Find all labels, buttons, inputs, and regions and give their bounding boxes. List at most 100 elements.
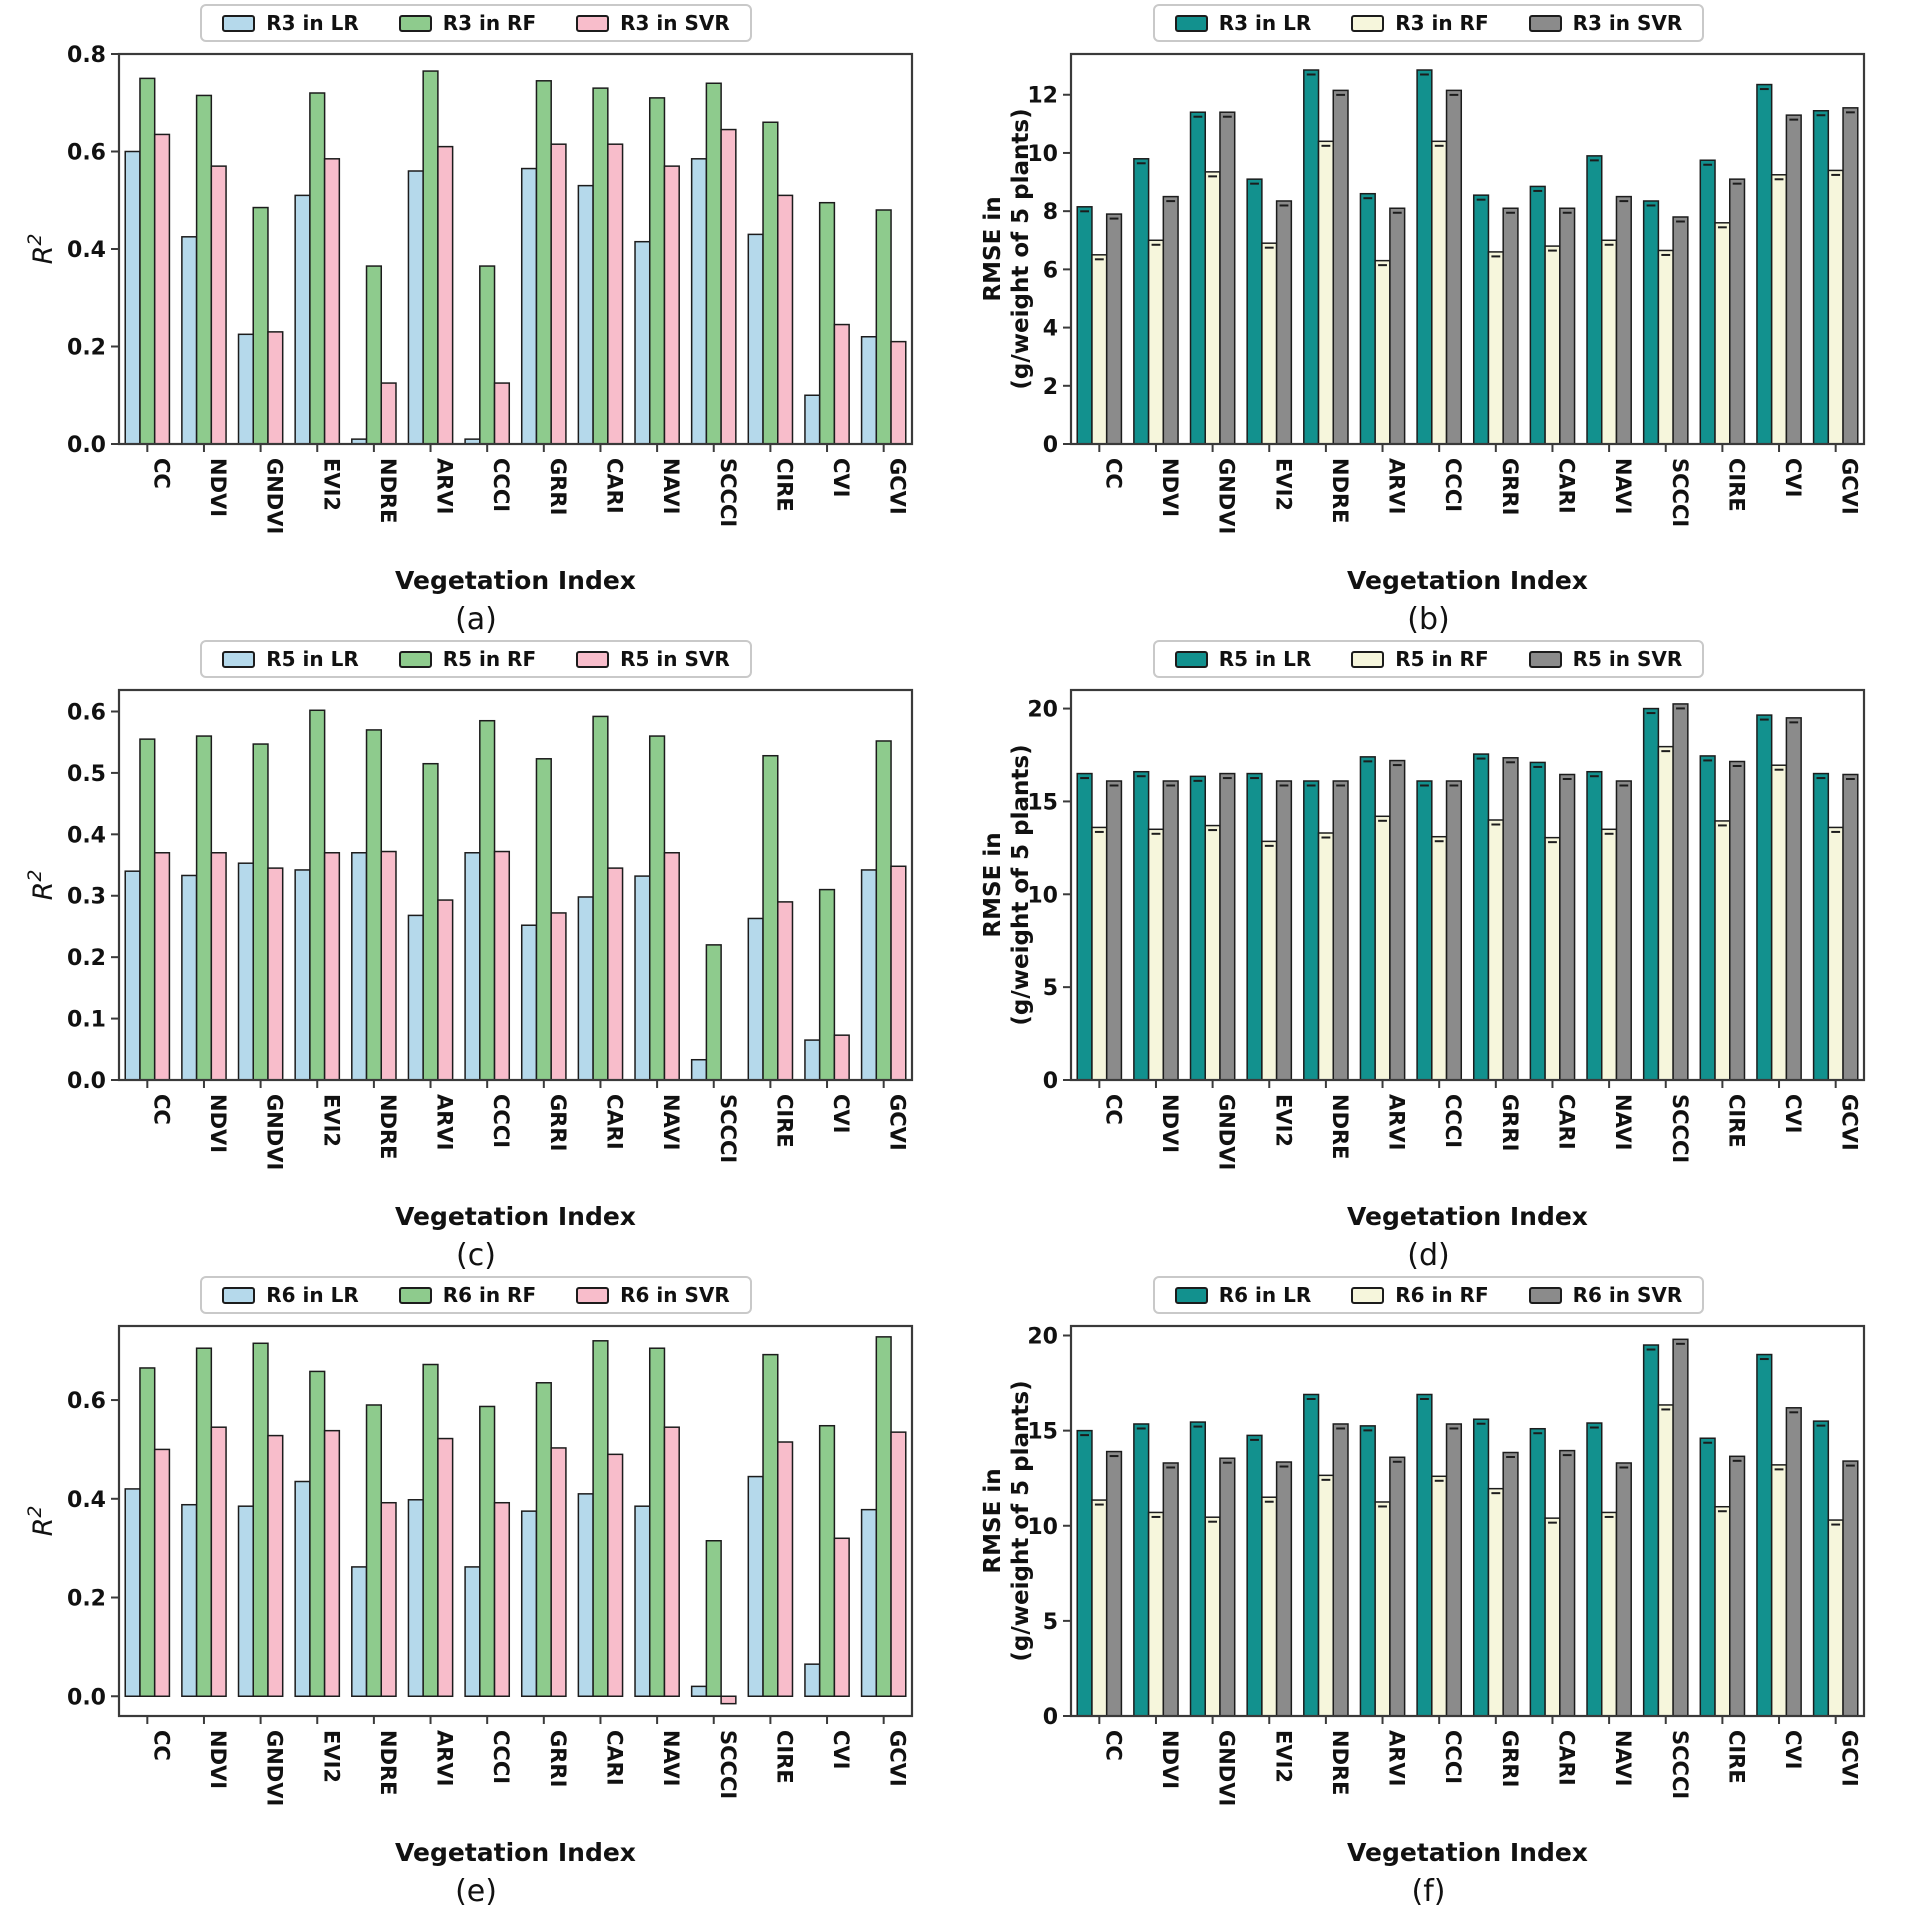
- x-tick-label: CC: [149, 1094, 173, 1125]
- bar: [577, 896, 594, 1081]
- y-tick-label: 10: [1027, 142, 1058, 167]
- legend-swatch: [1351, 14, 1385, 32]
- x-tick-label: GRRI: [545, 1094, 569, 1151]
- y-tick-label: 0: [1043, 433, 1058, 458]
- y-tick-label: 0.2: [67, 1587, 106, 1612]
- bar: [1374, 1501, 1391, 1717]
- y-tick-label: 0: [1043, 1705, 1058, 1730]
- bar: [549, 912, 567, 1081]
- y-tick-label: 0.6: [67, 700, 106, 725]
- x-tick-label: EVI2: [1271, 1730, 1295, 1783]
- y-tick-label: 0.4: [67, 823, 106, 848]
- panel-caption: (f): [1411, 1874, 1446, 1909]
- y-tick-label: 4: [1043, 317, 1058, 342]
- bar: [719, 128, 737, 445]
- y-tick-label: 0.0: [67, 1069, 106, 1094]
- axis-box: [1069, 688, 1866, 1082]
- bar: [1529, 185, 1546, 445]
- bar: [1699, 1437, 1716, 1717]
- bar: [1162, 195, 1179, 445]
- legend: R3 in LR R3 in RF R3 in SVR: [1152, 4, 1705, 42]
- bar: [210, 165, 227, 445]
- bar: [606, 867, 623, 1081]
- bar: [860, 336, 877, 445]
- bar: [1529, 761, 1546, 1081]
- x-tick-label: CVI: [1781, 458, 1805, 497]
- y-tick-label: 2: [1043, 375, 1058, 400]
- legend-label: R3 in RF: [1395, 11, 1489, 35]
- y-tick-label: 10: [1027, 1515, 1058, 1540]
- y-tick-label: 0.5: [67, 762, 106, 787]
- bar: [436, 1437, 453, 1698]
- bar-chart: 0 2 4 6 8 10 12 CC NDVI GNDVI EVI2 NDRE ARVI CCCI GRRI…: [976, 44, 1881, 602]
- x-tick-label: NAVI: [659, 1730, 683, 1786]
- bar: [1147, 1511, 1165, 1717]
- legend-swatch: [1174, 650, 1208, 668]
- x-tick-label: GNDVI: [1215, 1730, 1239, 1806]
- x-tick-label: EVI2: [319, 458, 343, 511]
- bar: [350, 1566, 367, 1697]
- legend-swatch: [576, 14, 610, 32]
- panel-b: R3 in LR R3 in RF R3 in SVR 0 2 4 6 8 10 12 CC NDV…: [952, 0, 1905, 637]
- bar: [776, 194, 793, 445]
- bar: [1189, 1421, 1207, 1717]
- bar: [1827, 1519, 1844, 1717]
- bar: [138, 1367, 155, 1698]
- legend-label: R6 in LR: [1218, 1283, 1312, 1307]
- bar: [1487, 251, 1504, 445]
- legend-label: R3 in SVR: [1572, 11, 1683, 35]
- legend-label: R6 in SVR: [620, 1283, 730, 1307]
- bar: [889, 865, 907, 1081]
- bar: [1445, 780, 1463, 1081]
- x-tick-label: CARI: [602, 1730, 626, 1786]
- legend-swatch: [1174, 1286, 1208, 1304]
- legend-label: R5 in LR: [1218, 647, 1312, 671]
- axis-box: [1069, 1324, 1866, 1718]
- bar: [1105, 213, 1123, 445]
- x-tick-label: NDVI: [1158, 1094, 1182, 1153]
- bar: [1303, 1393, 1320, 1717]
- panel-caption: (d): [1407, 1238, 1450, 1273]
- bar: [421, 762, 439, 1081]
- bar: [803, 1663, 820, 1698]
- x-tick-label: CC: [1101, 1094, 1125, 1125]
- bar: [535, 758, 552, 1081]
- bar: [1076, 772, 1093, 1081]
- bar: [210, 852, 227, 1081]
- y-axis-label: RMSE in: [980, 832, 1006, 937]
- x-tick-label: NDRE: [1328, 1094, 1352, 1160]
- bar: [1374, 815, 1391, 1081]
- bar: [1487, 1487, 1504, 1717]
- bar: [1756, 1353, 1773, 1717]
- legend-swatch: [222, 1286, 256, 1304]
- bar: [123, 150, 141, 445]
- x-tick-label: GRRI: [1498, 458, 1522, 515]
- bar: [323, 158, 340, 445]
- bar: [1091, 254, 1108, 445]
- legend-swatch: [576, 650, 610, 668]
- bar: [308, 92, 325, 445]
- bar: [860, 1508, 877, 1698]
- bar: [1756, 83, 1773, 445]
- bar: [761, 754, 779, 1081]
- bar: [1615, 780, 1632, 1081]
- bar: [1261, 1496, 1278, 1717]
- bar: [1770, 1464, 1788, 1717]
- bar: [195, 94, 212, 445]
- x-tick-label: NDVI: [1158, 1730, 1182, 1789]
- y-tick-label: 15: [1027, 790, 1058, 815]
- bar: [1105, 1450, 1123, 1717]
- bar: [761, 121, 779, 445]
- bar: [478, 719, 495, 1081]
- x-tick-label: CC: [1101, 1730, 1125, 1761]
- bar: [889, 340, 907, 445]
- legend: R6 in LR R6 in RF R6 in SVR: [200, 1276, 752, 1314]
- x-axis-label: Vegetation Index: [395, 1202, 636, 1231]
- bar: [663, 1426, 680, 1697]
- bar: [1812, 110, 1830, 445]
- bar: [153, 852, 170, 1081]
- y-tick-label: 0.8: [67, 44, 106, 68]
- panel-a: R3 in LR R3 in RF R3 in SVR 0.0 0.2 0.4 0.6 0.…: [0, 0, 952, 637]
- bar: [833, 1537, 850, 1697]
